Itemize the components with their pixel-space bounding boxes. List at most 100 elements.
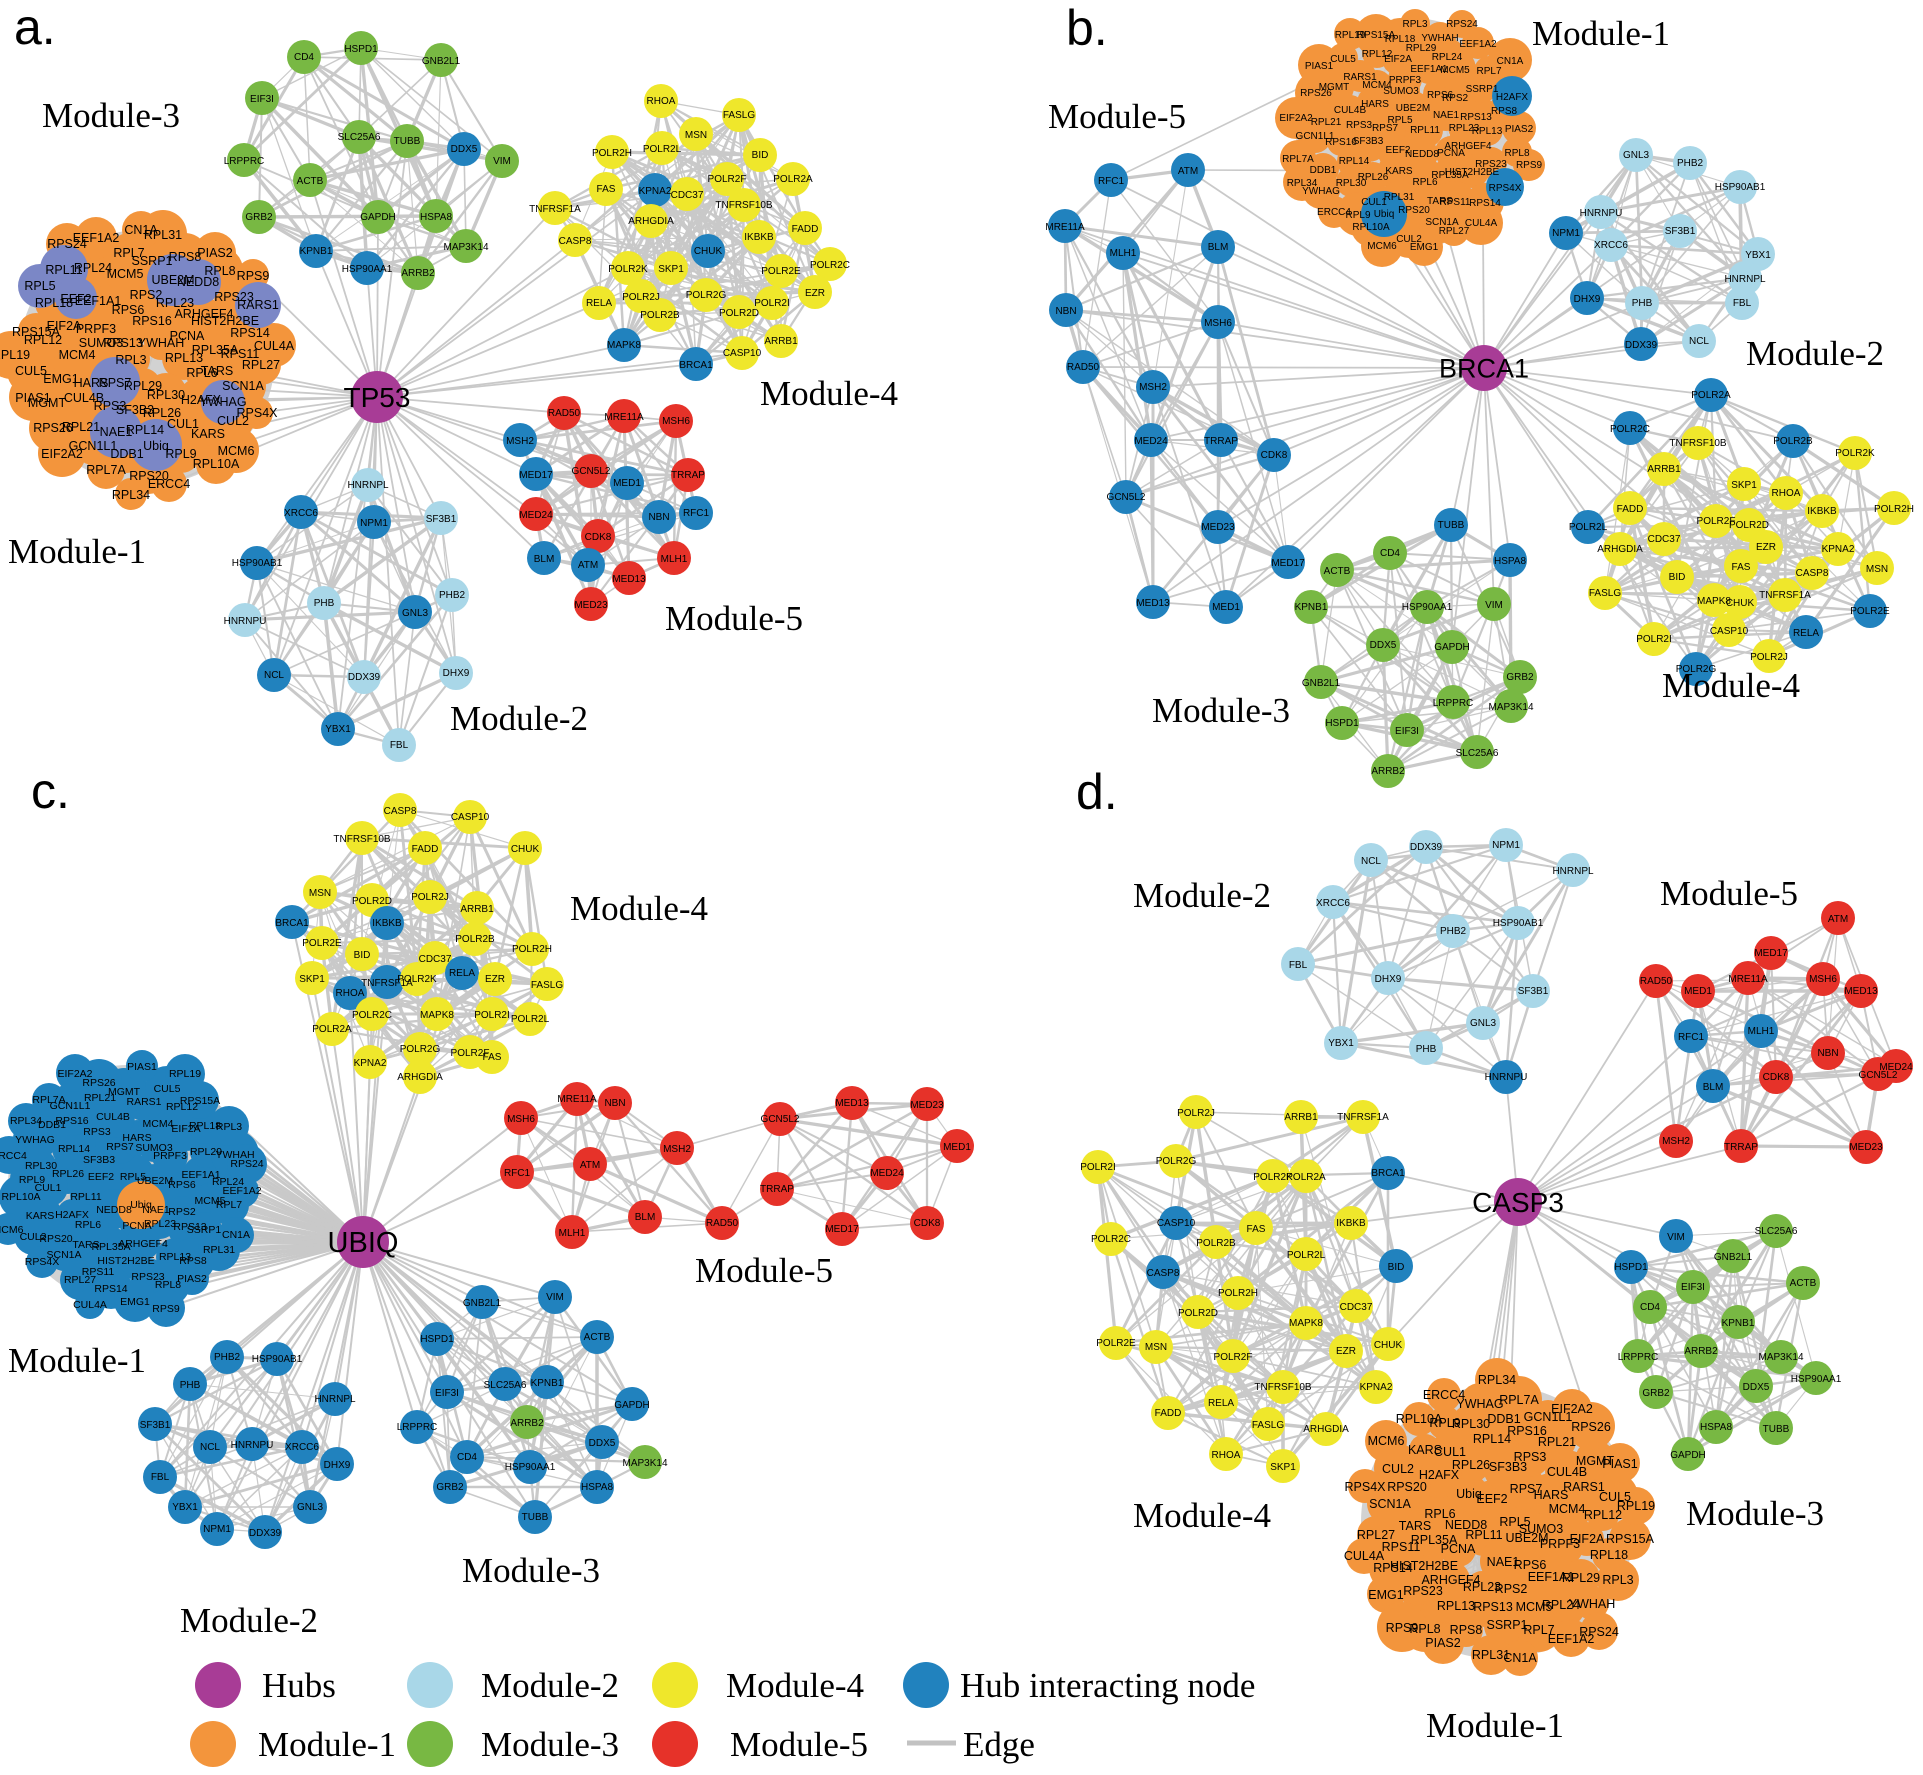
svg-text:MCM6: MCM6 [218,444,255,458]
svg-text:CUL4A: CUL4A [73,1299,107,1311]
svg-text:SLC25A6: SLC25A6 [338,132,381,143]
svg-text:RPS8: RPS8 [169,250,202,264]
svg-text:RPS8: RPS8 [1491,106,1518,117]
svg-text:RPS14: RPS14 [94,1283,127,1295]
svg-text:EZR: EZR [805,288,825,299]
svg-text:ACTB: ACTB [584,1332,611,1343]
svg-text:SF3B3: SF3B3 [83,1154,115,1166]
svg-text:GNL3: GNL3 [1623,150,1650,161]
svg-text:HNRNPL: HNRNPL [1552,866,1594,877]
svg-text:RPL7: RPL7 [1476,66,1501,77]
svg-text:CUL2: CUL2 [217,414,249,428]
svg-text:POLR2K: POLR2K [397,974,437,985]
svg-text:VIM: VIM [1485,600,1503,611]
svg-text:RPS11: RPS11 [1382,1540,1421,1554]
svg-text:SF3B1: SF3B1 [1518,986,1549,997]
svg-text:NCL: NCL [1361,856,1381,867]
svg-text:IKBKB: IKBKB [372,918,402,929]
svg-text:MAP3K14: MAP3K14 [1758,1352,1803,1363]
svg-text:MED1: MED1 [1212,602,1240,613]
svg-text:MSH6: MSH6 [507,1114,535,1125]
svg-text:KPNB1: KPNB1 [531,1378,564,1389]
svg-text:POLR2J: POLR2J [1177,1108,1215,1119]
svg-text:RPL34: RPL34 [1287,178,1318,189]
svg-text:RPS20: RPS20 [39,1233,72,1245]
svg-text:HNRNPU: HNRNPU [231,1440,274,1451]
svg-text:MCM5: MCM5 [107,267,144,281]
svg-text:TNFRSF1A: TNFRSF1A [1759,590,1811,601]
svg-text:ACTB: ACTB [1790,1278,1817,1289]
svg-text:POLR2B: POLR2B [455,934,495,945]
svg-text:RPS4X: RPS4X [1489,183,1522,194]
svg-text:EMG1: EMG1 [1410,242,1439,253]
svg-text:GAPDH: GAPDH [1670,1450,1706,1461]
svg-text:RAD50: RAD50 [1067,362,1100,373]
svg-text:RPL18: RPL18 [189,1120,221,1132]
svg-text:RPL34: RPL34 [112,488,150,502]
svg-text:YWHAG: YWHAG [199,395,246,409]
svg-text:HSP90AB1: HSP90AB1 [1493,918,1544,929]
svg-text:CUL2: CUL2 [1382,1462,1414,1476]
svg-text:RPS16: RPS16 [132,314,172,328]
svg-text:PRPF3: PRPF3 [1540,1537,1580,1551]
svg-text:DDX5: DDX5 [451,144,478,155]
svg-text:CUL4B: CUL4B [1547,1465,1587,1479]
svg-text:NEDD8: NEDD8 [96,1204,132,1216]
svg-text:RPS11: RPS11 [221,347,260,361]
svg-text:CHUK: CHUK [1374,1340,1403,1351]
svg-text:RPS2: RPS2 [168,1206,196,1218]
svg-text:RPS13: RPS13 [1460,112,1492,123]
svg-text:RELA: RELA [449,968,475,979]
svg-text:PIAS2: PIAS2 [1425,1636,1460,1650]
svg-text:MCM4: MCM4 [1362,80,1392,91]
svg-text:RPL29: RPL29 [124,379,162,393]
svg-text:FBL: FBL [151,1472,170,1483]
svg-text:MCM6: MCM6 [0,1224,24,1236]
svg-text:HNRNPU: HNRNPU [224,616,267,627]
svg-text:BID: BID [354,950,371,961]
svg-text:HIST2H2BE: HIST2H2BE [1390,1559,1458,1573]
svg-text:GCN5L2: GCN5L2 [572,466,611,477]
svg-text:RPL27: RPL27 [1357,1528,1395,1542]
svg-text:TUBB: TUBB [394,136,421,147]
svg-text:MED23: MED23 [1849,1142,1883,1153]
svg-text:YWHAH: YWHAH [1421,33,1458,44]
svg-text:RELA: RELA [1793,628,1819,639]
svg-text:YWHAG: YWHAG [15,1134,55,1146]
svg-text:POLR2D: POLR2D [1729,520,1769,531]
svg-text:RFC1: RFC1 [683,508,710,519]
svg-text:RPL3: RPL3 [115,353,146,367]
svg-text:RPL8: RPL8 [204,264,235,278]
svg-text:RHOA: RHOA [336,988,365,999]
svg-text:POLR2H: POLR2H [1218,1288,1258,1299]
svg-text:HSPD1: HSPD1 [344,44,378,55]
svg-text:POLR2I: POLR2I [474,1010,510,1021]
svg-text:BID: BID [752,150,769,161]
svg-text:BID: BID [1388,1262,1405,1273]
svg-text:RPS23: RPS23 [1475,159,1507,170]
svg-text:RPS3: RPS3 [1514,1450,1547,1464]
svg-text:CDC37: CDC37 [1340,1302,1373,1313]
svg-text:RPL14: RPL14 [1473,1432,1511,1446]
svg-text:BLM: BLM [635,1212,656,1223]
svg-text:YWHAH: YWHAH [215,1149,254,1161]
svg-text:RPL9: RPL9 [19,1174,45,1186]
svg-text:TP53: TP53 [344,382,411,413]
svg-text:MED1: MED1 [943,1142,971,1153]
svg-text:POLR2K: POLR2K [1253,1172,1293,1183]
svg-text:HSP90AA1: HSP90AA1 [1791,1374,1842,1385]
svg-text:GAPDH: GAPDH [614,1400,650,1411]
svg-text:POLR2G: POLR2G [686,290,727,301]
svg-text:CASP8: CASP8 [384,806,417,817]
svg-text:SCN1A: SCN1A [1425,217,1459,228]
svg-text:RPL35A: RPL35A [1431,170,1469,181]
svg-text:MAPK8: MAPK8 [1289,1318,1323,1329]
svg-text:RPS20: RPS20 [1387,1480,1427,1494]
svg-text:POLR2F: POLR2F [1697,516,1736,527]
svg-text:YBX1: YBX1 [172,1502,198,1513]
svg-text:SKP1: SKP1 [1731,480,1757,491]
svg-text:CUL2: CUL2 [1396,234,1422,245]
svg-text:MCM5: MCM5 [1440,65,1470,76]
svg-text:MED23: MED23 [910,1100,944,1111]
svg-text:DDX39: DDX39 [348,672,381,683]
